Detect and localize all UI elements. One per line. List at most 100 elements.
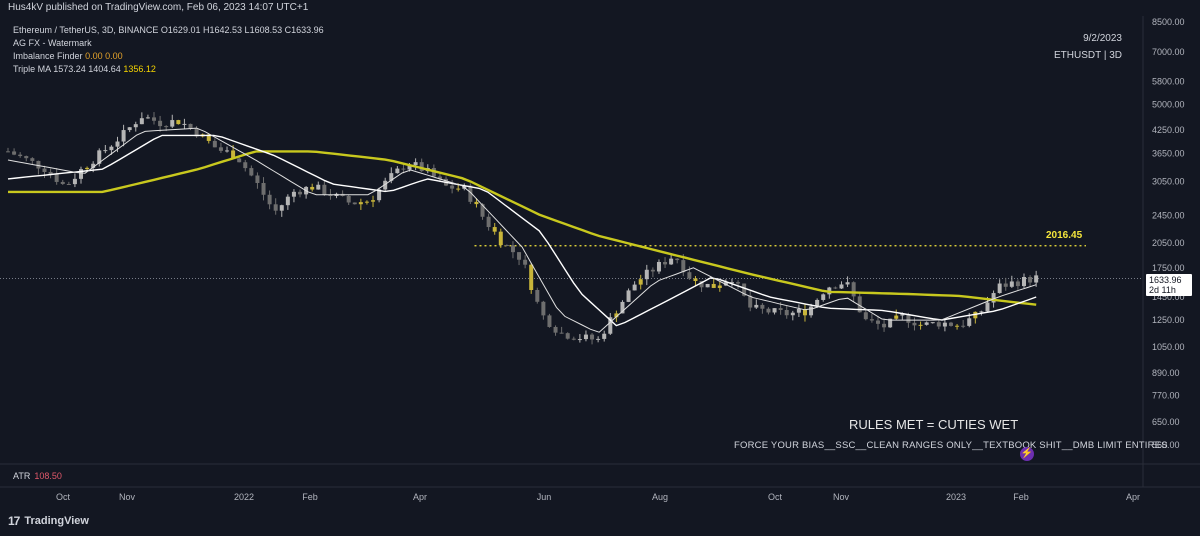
candle-body — [383, 180, 388, 190]
legend-indicator1[interactable]: AG FX - Watermark — [13, 38, 92, 48]
candle-body — [772, 308, 777, 313]
candle-body — [577, 339, 582, 341]
x-tick-label: Aug — [652, 492, 668, 502]
candle-body — [681, 260, 686, 273]
candle-body — [456, 188, 461, 190]
candle-body — [754, 304, 759, 308]
candle-body — [638, 279, 643, 285]
candle-body — [18, 154, 23, 157]
candle-body — [888, 318, 893, 328]
candle-body — [468, 185, 473, 202]
candle-body — [608, 317, 613, 334]
candle-body — [12, 151, 17, 155]
legend-open: 1629.01 — [167, 25, 201, 35]
publisher-caption: Hus4kV published on TradingView.com, Feb… — [8, 2, 309, 13]
x-tick-label: Nov — [119, 492, 136, 502]
candle-body — [450, 185, 455, 189]
candle-body — [24, 156, 29, 159]
level-label: 2016.45 — [1046, 230, 1083, 241]
candle-body — [796, 309, 801, 313]
legend-symbol-row: Ethereum / TetherUS, 3D, BINANCE O1629.0… — [13, 24, 324, 37]
y-tick-label: 3650.00 — [1152, 148, 1185, 158]
candle-body — [486, 216, 491, 228]
y-tick-label: 5800.00 — [1152, 76, 1185, 86]
candle-body — [437, 176, 442, 179]
candle-body — [352, 202, 357, 205]
candle-body — [109, 146, 114, 151]
candle-body — [401, 168, 406, 170]
lightning-icon[interactable]: ⚡ — [1020, 447, 1034, 461]
x-tick-label: Oct — [768, 492, 783, 502]
candle-body — [583, 334, 588, 340]
x-tick-label: Feb — [1013, 492, 1029, 502]
legend-indicator3-name: Triple MA — [13, 64, 51, 74]
candle-body — [1015, 281, 1020, 287]
candle-body — [669, 258, 674, 265]
candle-body — [802, 309, 807, 316]
moving-averages — [7, 127, 1037, 333]
candle-body — [85, 167, 90, 170]
atr-legend[interactable]: ATR 108.50 — [13, 471, 62, 481]
tradingview-footer[interactable]: 17 TradingView — [8, 514, 89, 528]
candle-body — [523, 259, 528, 265]
candle-body — [766, 308, 771, 313]
candle-body — [620, 301, 625, 314]
candle-body — [188, 123, 193, 129]
candle-body — [60, 181, 65, 184]
candle-body — [237, 158, 242, 163]
ma-mid-line — [7, 134, 1037, 327]
candle-body — [565, 333, 570, 339]
time-axis[interactable]: Oct Nov 2022 Feb Apr Jun Aug Oct Nov 2023 Feb Apr — [56, 492, 1140, 502]
legend-indicator2[interactable]: Imbalance Finder 0.00 0.00 — [13, 50, 324, 63]
legend-indicator3[interactable]: Triple MA 1573.24 1404.64 1356.12 — [13, 63, 324, 76]
candle-body — [267, 194, 272, 205]
candle-body — [182, 123, 187, 125]
candle-body — [778, 308, 783, 310]
watermark-symbol: ETHUSDT | 3D — [1054, 50, 1122, 61]
x-tick-label: 2022 — [234, 492, 254, 502]
watermark-date: 9/2/2023 — [1083, 33, 1122, 44]
candle-body — [809, 306, 814, 316]
candle-body — [249, 168, 254, 176]
candle-body — [930, 322, 935, 324]
candle-body — [371, 200, 376, 202]
chart-legend: Ethereum / TetherUS, 3D, BINANCE O1629.0… — [13, 24, 324, 76]
candle-body — [364, 201, 369, 203]
candle-body — [291, 191, 296, 197]
candle-body — [273, 204, 278, 211]
legend-indicator3-v3: 1356.12 — [123, 64, 156, 74]
y-tick-label: 1750.00 — [1152, 263, 1185, 273]
atr-value: 108.50 — [34, 471, 62, 481]
candle-body — [206, 134, 211, 141]
candle-body — [882, 323, 887, 328]
candle-body — [419, 162, 424, 172]
candle-body — [480, 204, 485, 217]
candle-body — [194, 128, 199, 137]
candle-body — [474, 201, 479, 205]
candle-body — [66, 183, 71, 185]
candle-body — [1034, 275, 1039, 283]
legend-indicator3-v2: 1404.64 — [88, 64, 121, 74]
price-axis[interactable]: 8500.00 7000.00 5800.00 5000.00 4250.00 3650.… — [1152, 17, 1185, 450]
candle-body — [948, 322, 953, 326]
candle-body — [644, 269, 649, 280]
candle-body — [1021, 276, 1026, 287]
candle-body — [705, 283, 710, 288]
candle-body — [115, 141, 120, 147]
tradingview-logo-icon: 17 — [8, 514, 20, 528]
ma-slow-line — [8, 150, 1037, 306]
candle-body — [279, 205, 284, 211]
candle-body — [54, 174, 59, 182]
candle-body — [936, 322, 941, 327]
candle-body — [517, 252, 522, 260]
candle-body — [967, 318, 972, 326]
candle-body — [377, 189, 382, 201]
candle-body — [863, 312, 868, 320]
candle-body — [675, 258, 680, 261]
candle-body — [553, 326, 558, 333]
y-tick-label: 890.00 — [1152, 368, 1180, 378]
candle-body — [687, 272, 692, 279]
legend-high-label: H — [202, 25, 210, 35]
y-tick-label: 4250.00 — [1152, 125, 1185, 135]
